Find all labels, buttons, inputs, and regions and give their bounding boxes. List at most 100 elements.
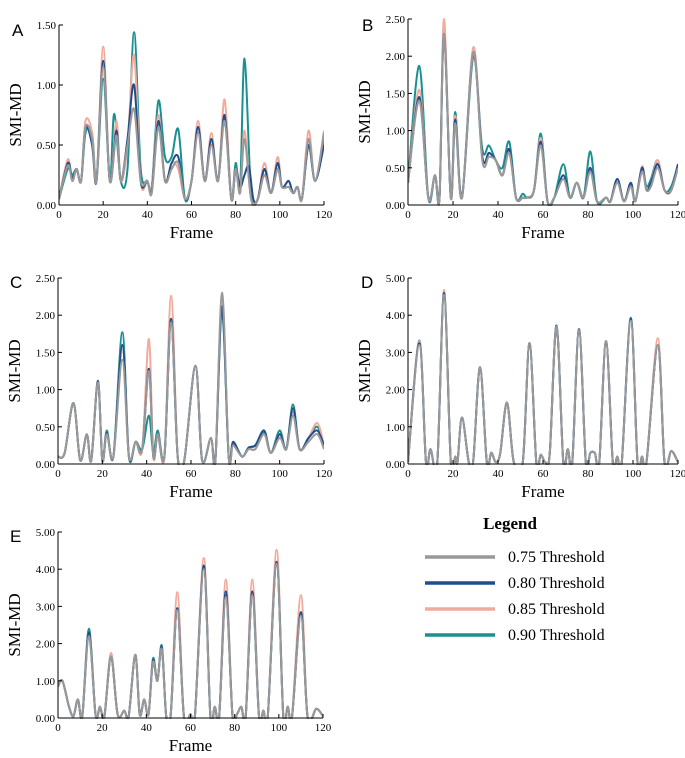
series-line-075 bbox=[58, 562, 323, 719]
legend-label: 0.75 Threshold bbox=[508, 549, 605, 566]
series-group bbox=[59, 31, 324, 206]
y-tick-label: 4.00 bbox=[386, 310, 406, 322]
x-tick-label: 40 bbox=[141, 722, 153, 734]
x-tick-label: 20 bbox=[97, 468, 109, 480]
x-tick-label: 60 bbox=[186, 468, 198, 480]
y-tick-label: 0.00 bbox=[386, 459, 406, 471]
series-line-085 bbox=[408, 18, 678, 206]
y-tick-label: 2.00 bbox=[386, 51, 406, 63]
y-tick-label: 0.00 bbox=[36, 713, 56, 725]
panel-label: A bbox=[12, 21, 24, 40]
panel-c: C 0 20 40 60 80 100 120 0.00 0.50 1.00 1.50 2.00 2.50… bbox=[5, 273, 333, 501]
x-axis-label: Frame bbox=[521, 223, 564, 242]
x-tick-label: 0 bbox=[405, 209, 411, 221]
y-tick-label: 0.00 bbox=[36, 459, 56, 471]
y-tick-label: 0.00 bbox=[386, 200, 406, 212]
x-tick-label: 80 bbox=[229, 722, 241, 734]
x-axis-label: Frame bbox=[169, 482, 212, 501]
x-tick-label: 40 bbox=[493, 209, 505, 221]
x-tick-label: 100 bbox=[625, 468, 642, 480]
y-axis-label: SMI-MD bbox=[355, 80, 374, 143]
x-tick-label: 80 bbox=[230, 468, 242, 480]
y-tick-label: 0.00 bbox=[37, 200, 57, 212]
y-axis-label: SMI-MD bbox=[355, 339, 374, 402]
x-tick-label: 60 bbox=[185, 722, 197, 734]
x-tick-label: 0 bbox=[56, 209, 62, 221]
x-tick-label: 40 bbox=[142, 209, 154, 221]
panel-label: D bbox=[361, 273, 373, 292]
x-tick-label: 0 bbox=[55, 468, 61, 480]
x-axis-label: Frame bbox=[521, 482, 564, 501]
series-line-075 bbox=[58, 291, 324, 465]
y-tick-label: 1.00 bbox=[37, 80, 57, 92]
legend-label: 0.90 Threshold bbox=[508, 627, 605, 644]
series-line-075 bbox=[408, 293, 678, 465]
series-group bbox=[58, 548, 323, 719]
x-tick-label: 120 bbox=[315, 722, 332, 734]
series-line-075 bbox=[408, 32, 678, 206]
x-tick-label: 60 bbox=[186, 209, 198, 221]
x-tick-label: 100 bbox=[271, 722, 288, 734]
y-tick-label: 1.50 bbox=[37, 20, 57, 32]
x-tick-label: 20 bbox=[448, 209, 460, 221]
y-axis-label: SMI-MD bbox=[5, 339, 24, 402]
x-tick-label: 60 bbox=[538, 468, 550, 480]
x-tick-label: 80 bbox=[583, 468, 595, 480]
x-tick-label: 0 bbox=[405, 468, 411, 480]
y-tick-label: 1.50 bbox=[386, 88, 406, 100]
x-tick-label: 120 bbox=[670, 468, 685, 480]
x-axis-label: Frame bbox=[170, 223, 213, 242]
legend: Legend 0.75 Threshold 0.80 Threshold 0.85 T… bbox=[425, 514, 605, 644]
x-tick-label: 0 bbox=[55, 722, 61, 734]
series-line-075 bbox=[59, 66, 324, 206]
legend-label: 0.80 Threshold bbox=[508, 575, 605, 592]
x-tick-label: 120 bbox=[316, 468, 333, 480]
y-tick-label: 2.00 bbox=[386, 385, 406, 397]
y-tick-label: 0.50 bbox=[36, 422, 56, 434]
y-tick-label: 2.50 bbox=[36, 273, 56, 285]
y-tick-label: 5.00 bbox=[386, 273, 406, 285]
y-tick-label: 4.00 bbox=[36, 564, 56, 576]
x-tick-label: 100 bbox=[625, 209, 642, 221]
x-tick-label: 40 bbox=[141, 468, 153, 480]
y-tick-label: 3.00 bbox=[36, 601, 56, 613]
series-group bbox=[408, 18, 678, 206]
panel-d: D 0 20 40 60 80 100 120 0.00 1.00 2.00 3.00 4.00 5.00… bbox=[355, 273, 685, 501]
panel-b: B 0 20 40 60 80 100 120 0.00 0.50 1.00 1.50 2.00 2.50… bbox=[355, 14, 685, 242]
x-tick-label: 100 bbox=[271, 468, 288, 480]
y-tick-label: 1.00 bbox=[36, 676, 56, 688]
y-tick-label: 2.00 bbox=[36, 639, 56, 651]
y-tick-label: 3.00 bbox=[386, 347, 406, 359]
legend-title: Legend bbox=[483, 514, 537, 533]
x-tick-label: 60 bbox=[538, 209, 550, 221]
y-tick-label: 1.00 bbox=[386, 422, 406, 434]
x-axis-label: Frame bbox=[169, 736, 212, 755]
x-tick-label: 20 bbox=[98, 209, 110, 221]
x-tick-label: 100 bbox=[272, 209, 289, 221]
y-tick-label: 1.00 bbox=[36, 385, 56, 397]
y-tick-label: 5.00 bbox=[36, 527, 56, 539]
legend-label: 0.85 Threshold bbox=[508, 601, 605, 618]
y-axis-label: SMI-MD bbox=[6, 83, 25, 146]
panel-label: B bbox=[362, 16, 373, 35]
panel-label: E bbox=[10, 527, 21, 546]
series-group bbox=[408, 288, 678, 465]
x-tick-label: 120 bbox=[670, 209, 685, 221]
x-tick-label: 20 bbox=[448, 468, 460, 480]
y-tick-label: 2.50 bbox=[386, 14, 406, 26]
x-tick-label: 80 bbox=[583, 209, 595, 221]
x-tick-label: 40 bbox=[493, 468, 505, 480]
y-tick-label: 2.00 bbox=[36, 310, 56, 322]
y-tick-label: 0.50 bbox=[37, 140, 57, 152]
y-axis-label: SMI-MD bbox=[5, 593, 24, 656]
panel-e: E 0 20 40 60 80 100 120 0.00 1.00 2.00 3.00 4.00 5.00… bbox=[5, 527, 332, 755]
y-tick-label: 0.50 bbox=[386, 163, 406, 175]
x-tick-label: 80 bbox=[230, 209, 242, 221]
y-tick-label: 1.00 bbox=[386, 126, 406, 138]
panel-a: A 0 20 40 60 80 100 120 0.00 0.50 1.00 1.50 Frame SMI… bbox=[6, 20, 333, 242]
x-tick-label: 120 bbox=[316, 209, 333, 221]
x-tick-label: 20 bbox=[97, 722, 109, 734]
series-group bbox=[58, 291, 324, 465]
y-tick-label: 1.50 bbox=[36, 347, 56, 359]
